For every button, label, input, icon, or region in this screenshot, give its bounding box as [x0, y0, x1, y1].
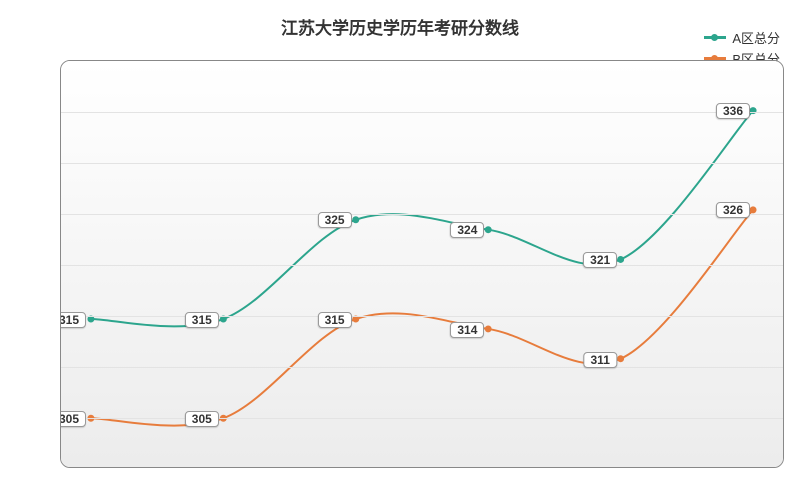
data-marker [750, 107, 757, 114]
data-label: 311 [584, 352, 617, 368]
series-line-a [91, 111, 753, 327]
grid-line [61, 214, 783, 215]
data-marker [750, 206, 757, 213]
data-label: 305 [60, 411, 86, 427]
chart-container: 江苏大学历史学历年考研分数线 A区总分 B区总分 300305.12310.25… [0, 0, 800, 500]
data-marker [617, 355, 624, 362]
data-label: 315 [318, 312, 352, 328]
data-marker [352, 216, 359, 223]
data-label: 336 [716, 103, 750, 119]
data-label: 305 [185, 411, 219, 427]
grid-line [61, 265, 783, 266]
data-label: 315 [185, 312, 219, 328]
legend-label-a: A区总分 [732, 28, 780, 47]
grid-line [61, 112, 783, 113]
data-label: 314 [450, 322, 484, 338]
data-marker [617, 256, 624, 263]
data-label: 325 [318, 212, 352, 228]
data-label: 324 [450, 222, 484, 238]
data-marker [485, 226, 492, 233]
data-label: 315 [60, 312, 86, 328]
grid-line [61, 418, 783, 419]
grid-line [61, 316, 783, 317]
grid-line [61, 367, 783, 368]
grid-line [61, 163, 783, 164]
legend-item-a: A区总分 [704, 28, 780, 47]
plot-area: 300305.12310.25315.37320.5325.62330.7533… [60, 60, 784, 468]
data-marker [485, 325, 492, 332]
data-label: 326 [716, 202, 750, 218]
chart-title: 江苏大学历史学历年考研分数线 [0, 14, 800, 39]
data-label: 321 [583, 252, 617, 268]
legend-swatch-a [704, 36, 726, 39]
